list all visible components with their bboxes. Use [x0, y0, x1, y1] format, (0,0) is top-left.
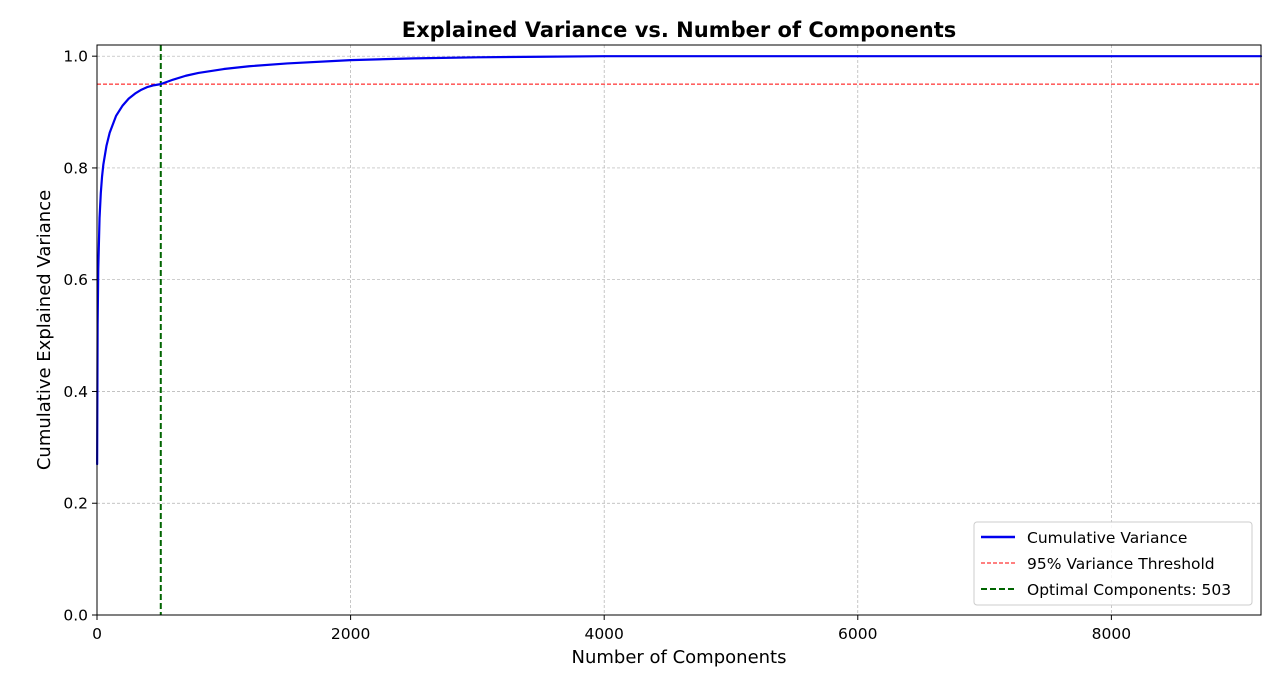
chart-title: Explained Variance vs. Number of Compone…: [402, 18, 957, 42]
x-axis-label: Number of Components: [572, 647, 787, 668]
legend-label-variance-threshold: 95% Variance Threshold: [1027, 555, 1215, 573]
series-line-cumulative-variance: [96, 55, 1263, 466]
legend-box: [973, 521, 1253, 606]
y-axis-label: Cumulative Explained Variance: [34, 190, 55, 470]
x-tick-label: 8000: [1092, 625, 1131, 643]
legend: Cumulative Variance 95% Variance Thresho…: [973, 521, 1253, 606]
reference-lines: [97, 45, 1261, 615]
legend-label-optimal-components: Optimal Components: 503: [1027, 581, 1231, 599]
axis-ticks: 0 2000 4000 6000 8000 0.0 0.2 0.4 0.6 0.8 1.0: [63, 48, 1131, 643]
y-tick-label: 0.4: [63, 383, 88, 401]
x-tick-label: 4000: [584, 625, 623, 643]
y-tick-label: 1.0: [63, 48, 88, 66]
y-tick-label: 0.0: [63, 607, 88, 625]
plot-frame: [96, 44, 1262, 616]
y-tick-label: 0.2: [63, 495, 88, 513]
y-tick-label: 0.8: [63, 159, 88, 177]
x-tick-label: 6000: [838, 625, 877, 643]
legend-label-cumulative-variance: Cumulative Variance: [1027, 529, 1187, 547]
x-tick-label: 2000: [331, 625, 370, 643]
y-tick-label: 0.6: [63, 271, 88, 289]
x-tick-label: 0: [92, 625, 102, 643]
series-lines: [96, 55, 1263, 466]
